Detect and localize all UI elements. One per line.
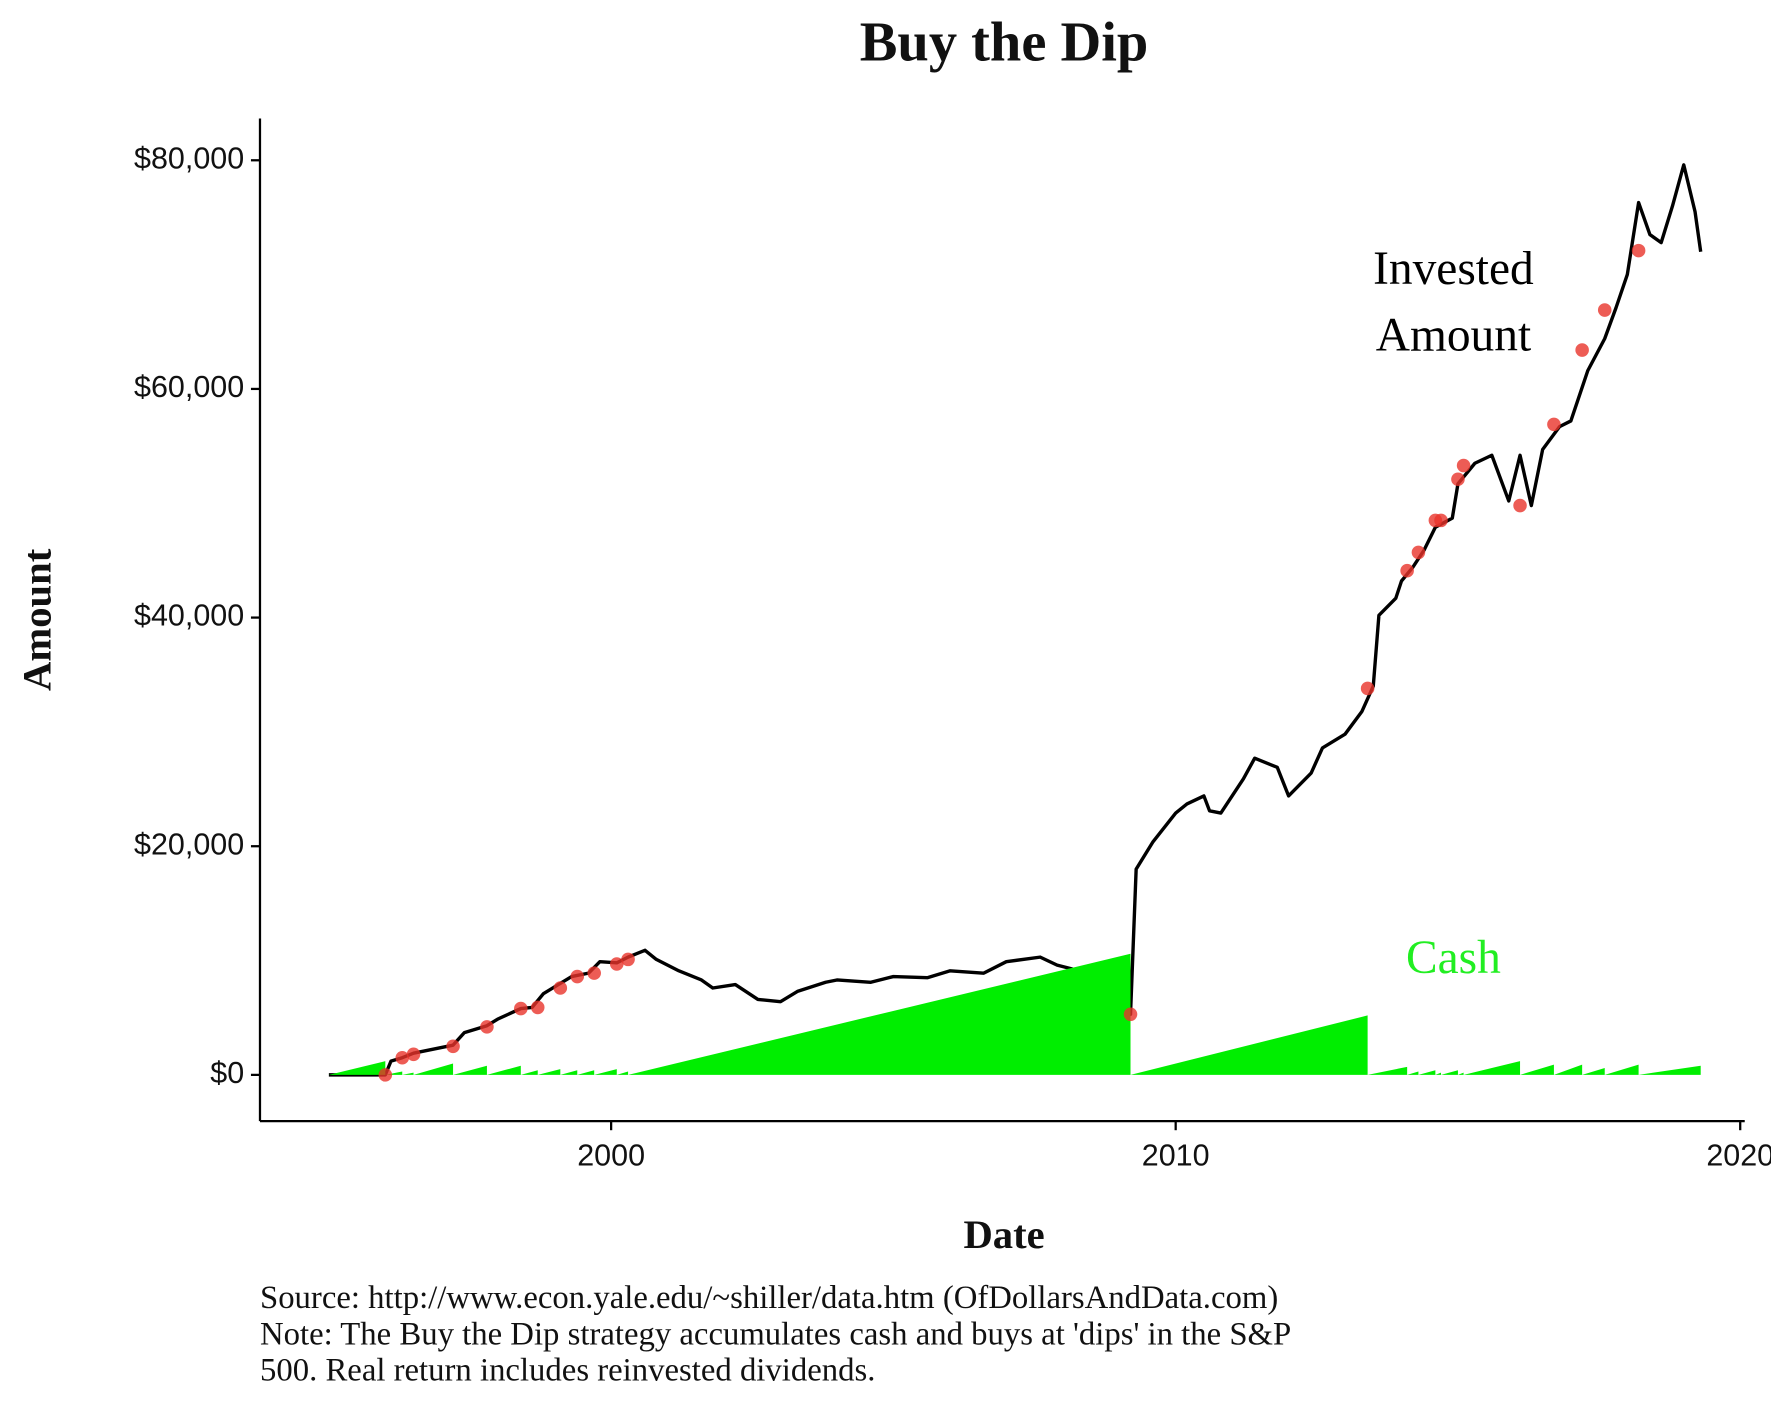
dip-point <box>1123 1007 1138 1022</box>
dip-point <box>1451 472 1465 487</box>
x-axis-title: Date <box>963 1212 1044 1257</box>
footnote: Note: The Buy the Dip strategy accumulat… <box>260 1316 1291 1352</box>
y-axis-title: Amount <box>14 548 59 691</box>
dip-point <box>1411 545 1426 560</box>
dip-point <box>1360 681 1375 696</box>
annotation: Invested <box>1373 243 1534 295</box>
dip-point <box>395 1050 410 1065</box>
dip-point <box>378 1068 393 1082</box>
dip-point <box>610 957 624 971</box>
annotation: Cash <box>1406 932 1501 984</box>
footnote: Source: http://www.econ.yale.edu/~shille… <box>260 1280 1278 1316</box>
x-tick-label: 2000 <box>577 1138 645 1172</box>
dip-point <box>530 1000 545 1015</box>
dip-point <box>570 969 585 984</box>
dip-point <box>587 966 601 980</box>
dip-point <box>480 1020 494 1034</box>
chart-title: Buy the Dip <box>860 11 1149 73</box>
dip-point <box>1631 243 1646 258</box>
dip-point <box>1513 498 1527 513</box>
x-tick-label: 2010 <box>1142 1138 1210 1172</box>
dip-point <box>553 981 568 995</box>
dip-point <box>446 1039 460 1054</box>
dip-point <box>621 952 635 967</box>
dip-point <box>1456 458 1471 473</box>
y-tick-label: $80,000 <box>134 141 244 175</box>
cash-area <box>328 953 1701 1075</box>
dip-point <box>514 1001 528 1016</box>
dip-point <box>1547 417 1561 432</box>
dip-point <box>1597 303 1612 317</box>
footnote: 500. Real return includes reinvested div… <box>260 1352 875 1388</box>
y-tick-label: $20,000 <box>134 827 244 861</box>
y-tick-label: $40,000 <box>134 599 244 633</box>
y-tick-label: $60,000 <box>134 370 244 404</box>
annotation: Amount <box>1376 310 1531 362</box>
dip-point <box>406 1047 421 1062</box>
y-tick-label: $0 <box>210 1056 244 1090</box>
dip-point <box>1575 343 1589 357</box>
dip-point <box>1434 513 1448 528</box>
dip-point <box>1400 563 1414 578</box>
x-tick-label: 2020 <box>1706 1138 1771 1172</box>
